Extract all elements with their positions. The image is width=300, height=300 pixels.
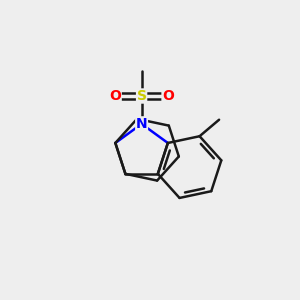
Text: O: O: [162, 89, 174, 103]
Text: N: N: [136, 117, 147, 131]
Text: S: S: [136, 89, 147, 103]
Text: O: O: [109, 89, 121, 103]
